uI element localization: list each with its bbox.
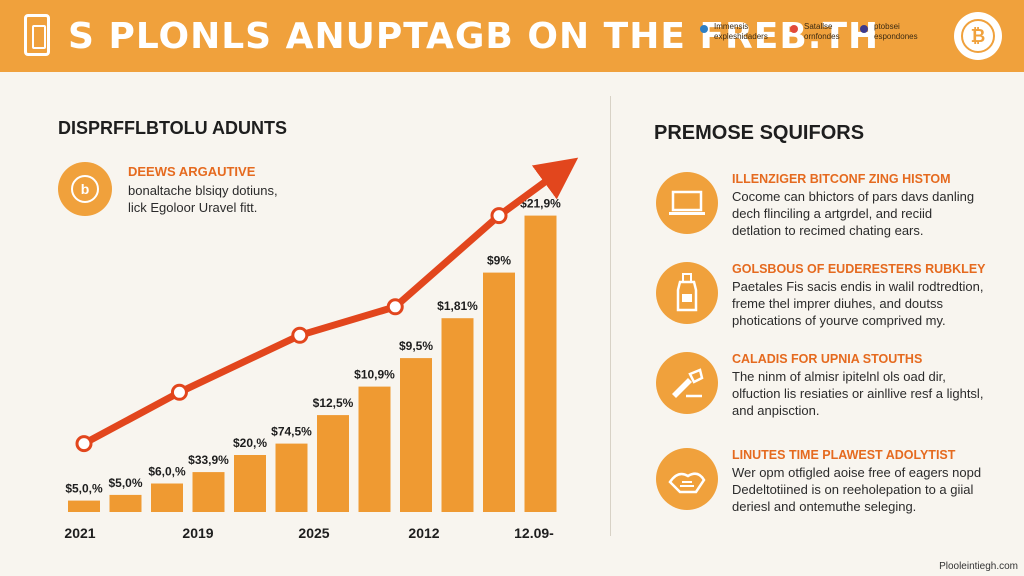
chart-bar [109,494,142,512]
trend-point [75,435,93,453]
blue-dot-icon [700,25,708,33]
x-axis-label: 2025 [298,525,329,541]
tools-icon [656,352,718,414]
trend-point [490,207,508,225]
chart-bar-label: $74,5% [271,425,312,439]
x-axis-label: 2021 [64,525,95,541]
chart-bar [68,500,100,512]
trend-point [291,326,309,344]
chart-bar [317,415,349,512]
feature-item-title: GOLSBOUS OF EUDERESTERS RUBKLEY [732,262,986,276]
purple-dot-icon [860,25,868,33]
feature-item-title: LINUTES TIME PLAWEST ADOLYTIST [732,448,956,462]
trend-point [170,383,188,401]
chart-bar [483,272,515,512]
laptop-icon [656,172,718,234]
chart-bar-label: $21,9% [520,197,561,211]
header-group-sublabel: expleshidaders [714,32,768,41]
chart-bar [234,455,266,512]
header-group-sublabel: ornfondes [804,32,840,41]
feature-line: dech flinciling a artgrdel, and reciid [732,206,933,221]
left-sub-title: DEEWS ARGAUTIVE [128,164,256,179]
chart-bar-label: $20,% [233,436,267,450]
bitcoin-symbol: b [71,175,99,203]
header-group-sublabel: espondones [874,32,918,41]
bottle-icon-graphic [676,273,698,312]
feature-item-title: ILLENZIGER BITCONF ZING HISTOM [732,172,951,186]
chart-bar [358,386,391,512]
chart-bar-label: $33,9% [188,453,229,467]
coin-symbol: ₿ [961,19,995,53]
feature-line: Cocome can bhictors of pars davs danling [732,189,975,204]
chart-bar-label: $9% [487,254,511,268]
header-group-1: Immensis expleshidaders [700,22,768,42]
feature-line: freme thel imprer diuhes, and doutss [732,296,943,311]
feature-item-text: The ninm of almisr ipitelnl ols oad dir,… [732,368,983,419]
bottle-icon [656,262,718,324]
feature-line: Dedeltotiined is on reeholepation to a g… [732,482,974,497]
feature-item-text: Wer opm otfigled aoise free of eagers no… [732,464,981,515]
feature-item-text: Paetales Fis sacis endis in walil rodtre… [732,278,983,329]
chart-bar-label: $6,0,% [148,465,186,479]
x-axis-label: 2012 [408,525,439,541]
header-group-label: ptobsei [874,22,900,31]
section-divider [610,96,611,536]
header-group-label: Immensis [714,22,749,31]
source-credit: Plooleintiegh.com [939,561,1018,572]
chart-bar-label: $10,9% [354,368,395,382]
left-sub-text: bonaltache blsiqy dotiuns, lick Egoloor … [128,182,278,216]
x-axis-label: 2019 [182,525,213,541]
header-group-2: Satallse ornfondes [790,22,840,42]
feature-item-title: CALADIS FOR UPNIA STOUTHS [732,352,923,366]
feature-line: photications of yourve comprived my. [732,313,946,328]
feature-item: LINUTES TIME PLAWEST ADOLYTIST Wer opm o… [656,448,1006,518]
chart-bar [192,472,225,512]
x-axis-label: 12.09- [514,525,554,541]
feature-line: olfuction lis resiaties or ainllive resf… [732,386,984,401]
laptop-icon-graphic [669,190,705,215]
chart-bar-label: $5,0,% [65,482,103,496]
chart-bar [275,443,308,512]
feature-item: ILLENZIGER BITCONF ZING HISTOM Cocome ca… [656,172,1006,242]
feature-item: GOLSBOUS OF EUDERESTERS RUBKLEY Paetales… [656,262,1006,332]
trend-point [386,298,404,316]
left-sub-text-line: bonaltache blsiqy dotiuns, [128,183,278,198]
feature-line: and anpisction. [732,403,820,418]
handshake-icon-graphic [668,472,706,494]
feature-line: detlation to recimed chating ears. [732,223,924,238]
feature-item: CALADIS FOR UPNIA STOUTHS The ninm of al… [656,352,1006,422]
handshake-icon [656,448,718,510]
bitcoin-coin-icon: ₿ [954,12,1002,60]
red-dot-icon [790,25,798,33]
feature-line: Wer opm otfigled aoise free of eagers no… [732,465,982,480]
trend-line [82,157,579,447]
feature-item-text: Cocome can bhictors of pars davs danling… [732,188,974,239]
left-heading: DISPRFFLBTOLU ADUNTS [58,118,287,138]
header-group-3: ptobsei espondones [860,22,918,42]
chart-bar-label: $1,81% [437,299,478,313]
feature-line: Paetales Fis sacis endis in walil rodtre… [732,279,984,294]
chart-bar [400,358,432,512]
left-sub-text-line: lick Egoloor Uravel fitt. [128,200,258,215]
chart-bar [151,483,183,512]
logo-icon [24,14,50,56]
header-banner: S PLONLS ANUPTAGB ON THE FREB.TH Immensi… [0,0,1024,72]
chart-bar-label: $5,0% [108,476,142,490]
feature-line: The ninm of almisr ipitelnl ols oad dir, [732,369,946,384]
chart-bar [441,318,474,512]
chart-bar-label: $9,5% [399,339,433,353]
chart-bar-label: $12,5% [313,396,354,410]
tools-icon-graphic [672,368,704,398]
page-title: S PLONLS ANUPTAGB ON THE FREB.TH [68,16,880,57]
right-heading: PREMOSE SQUIFORS [654,122,865,144]
chart-bar [524,215,557,512]
feature-line: deriesl and ontemuthe seleging. [732,499,917,514]
header-group-label: Satallse [804,22,833,31]
bitcoin-circle-icon: b [58,162,112,216]
